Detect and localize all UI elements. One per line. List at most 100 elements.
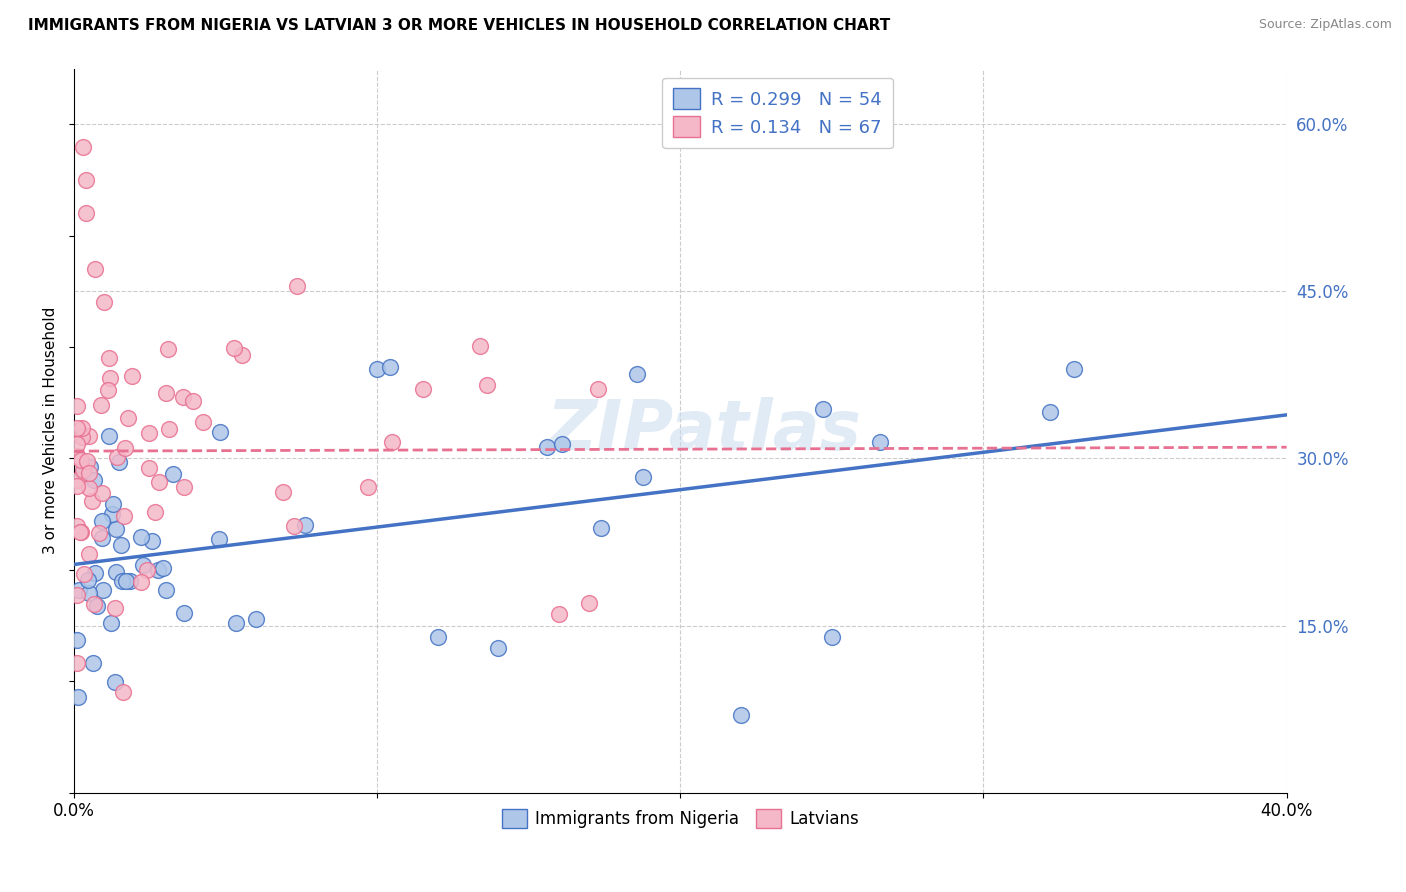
Point — [152, 561, 174, 575]
Text: Source: ZipAtlas.com: Source: ZipAtlas.com — [1258, 18, 1392, 31]
Point — [578, 596, 600, 610]
Point — [104, 674, 127, 689]
Point — [111, 574, 134, 588]
Point — [105, 522, 128, 536]
Point — [83, 566, 105, 580]
Point — [477, 377, 499, 392]
Point — [91, 582, 114, 597]
Point — [66, 399, 89, 413]
Point — [548, 607, 571, 622]
Point — [225, 615, 247, 630]
Point — [89, 525, 111, 540]
Point — [114, 441, 136, 455]
Point — [77, 481, 100, 495]
Point — [138, 461, 160, 475]
Text: IMMIGRANTS FROM NIGERIA VS LATVIAN 3 OR MORE VEHICLES IN HOUSEHOLD CORRELATION C: IMMIGRANTS FROM NIGERIA VS LATVIAN 3 OR … — [28, 18, 890, 33]
Point — [72, 430, 94, 444]
Point — [104, 601, 127, 615]
Point — [231, 348, 253, 362]
Point — [156, 343, 179, 357]
Point — [132, 558, 155, 572]
Point — [294, 517, 316, 532]
Point — [381, 435, 404, 450]
Point — [283, 519, 305, 533]
Point — [157, 422, 180, 436]
Point — [83, 597, 105, 611]
Point — [426, 630, 449, 644]
Point — [66, 449, 89, 463]
Point — [90, 531, 112, 545]
Point — [83, 473, 105, 487]
Point — [93, 295, 115, 310]
Point — [551, 437, 574, 451]
Point — [730, 707, 752, 722]
Point — [357, 479, 380, 493]
Point — [271, 485, 294, 500]
Point — [285, 278, 308, 293]
Point — [77, 466, 100, 480]
Point — [172, 390, 194, 404]
Point — [105, 565, 128, 579]
Point — [114, 574, 136, 589]
Point — [66, 656, 89, 670]
Point — [77, 547, 100, 561]
Point — [129, 530, 152, 544]
Point — [77, 574, 100, 588]
Point — [101, 508, 124, 522]
Point — [72, 463, 94, 477]
Point — [111, 685, 134, 699]
Point — [72, 139, 94, 153]
Point — [77, 586, 100, 600]
Point — [181, 393, 204, 408]
Point — [155, 385, 177, 400]
Point — [586, 382, 609, 396]
Point — [98, 371, 121, 385]
Point — [191, 416, 214, 430]
Point — [138, 425, 160, 440]
Point — [591, 521, 613, 535]
Point — [103, 497, 125, 511]
Point — [488, 640, 510, 655]
Point — [110, 538, 132, 552]
Point — [821, 630, 844, 644]
Point — [173, 607, 195, 621]
Point — [66, 632, 89, 647]
Point — [72, 420, 94, 434]
Point — [148, 475, 170, 490]
Point — [112, 508, 135, 523]
Point — [86, 599, 108, 613]
Point — [100, 616, 122, 631]
Legend: Immigrants from Nigeria, Latvians: Immigrants from Nigeria, Latvians — [495, 803, 866, 835]
Point — [626, 368, 648, 382]
Point — [118, 574, 141, 588]
Point — [66, 588, 89, 602]
Point — [155, 582, 177, 597]
Point — [1039, 405, 1062, 419]
Point — [129, 575, 152, 590]
Point — [412, 382, 434, 396]
Point — [208, 532, 231, 546]
Point — [869, 434, 891, 449]
Point — [173, 480, 195, 494]
Point — [67, 690, 90, 704]
Point — [813, 402, 835, 417]
Point — [66, 478, 89, 492]
Point — [105, 450, 128, 464]
Point — [90, 398, 112, 412]
Point — [72, 465, 94, 479]
Point — [66, 519, 89, 533]
Point — [135, 563, 157, 577]
Point — [69, 525, 91, 540]
Point — [208, 425, 231, 439]
Point — [82, 494, 104, 508]
Point — [148, 563, 170, 577]
Point — [66, 473, 89, 487]
Point — [75, 173, 97, 187]
Point — [67, 582, 90, 597]
Point — [97, 351, 120, 365]
Point — [91, 486, 114, 500]
Point — [75, 206, 97, 220]
Point — [1063, 362, 1085, 376]
Point — [117, 410, 139, 425]
Point — [536, 440, 558, 454]
